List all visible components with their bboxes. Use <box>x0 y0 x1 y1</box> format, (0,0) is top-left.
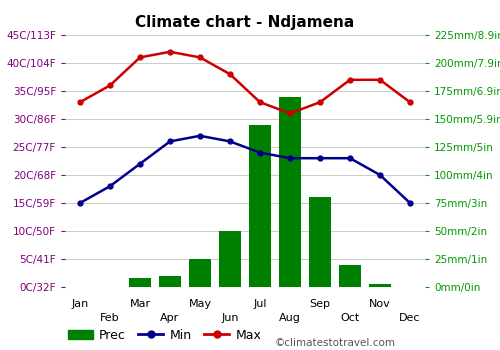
Text: Dec: Dec <box>399 313 421 323</box>
Bar <box>189 259 211 287</box>
Legend: Prec, Min, Max: Prec, Min, Max <box>68 329 262 342</box>
Bar <box>279 97 301 287</box>
Text: Jan: Jan <box>72 299 88 309</box>
Text: Jun: Jun <box>221 313 239 323</box>
Text: ©climatestotravel.com: ©climatestotravel.com <box>275 338 396 348</box>
Bar <box>369 284 391 287</box>
Text: May: May <box>188 299 212 309</box>
Bar <box>249 125 271 287</box>
Text: Aug: Aug <box>279 313 301 323</box>
Text: Mar: Mar <box>130 299 150 309</box>
Title: Climate chart - Ndjamena: Climate chart - Ndjamena <box>136 15 354 30</box>
Text: Feb: Feb <box>100 313 120 323</box>
Bar <box>339 265 361 287</box>
Text: Jul: Jul <box>254 299 267 309</box>
Bar <box>309 197 331 287</box>
Bar <box>219 231 241 287</box>
Text: Oct: Oct <box>340 313 359 323</box>
Bar <box>159 276 181 287</box>
Text: Sep: Sep <box>310 299 330 309</box>
Text: Apr: Apr <box>160 313 180 323</box>
Bar <box>129 278 151 287</box>
Text: Nov: Nov <box>369 299 391 309</box>
